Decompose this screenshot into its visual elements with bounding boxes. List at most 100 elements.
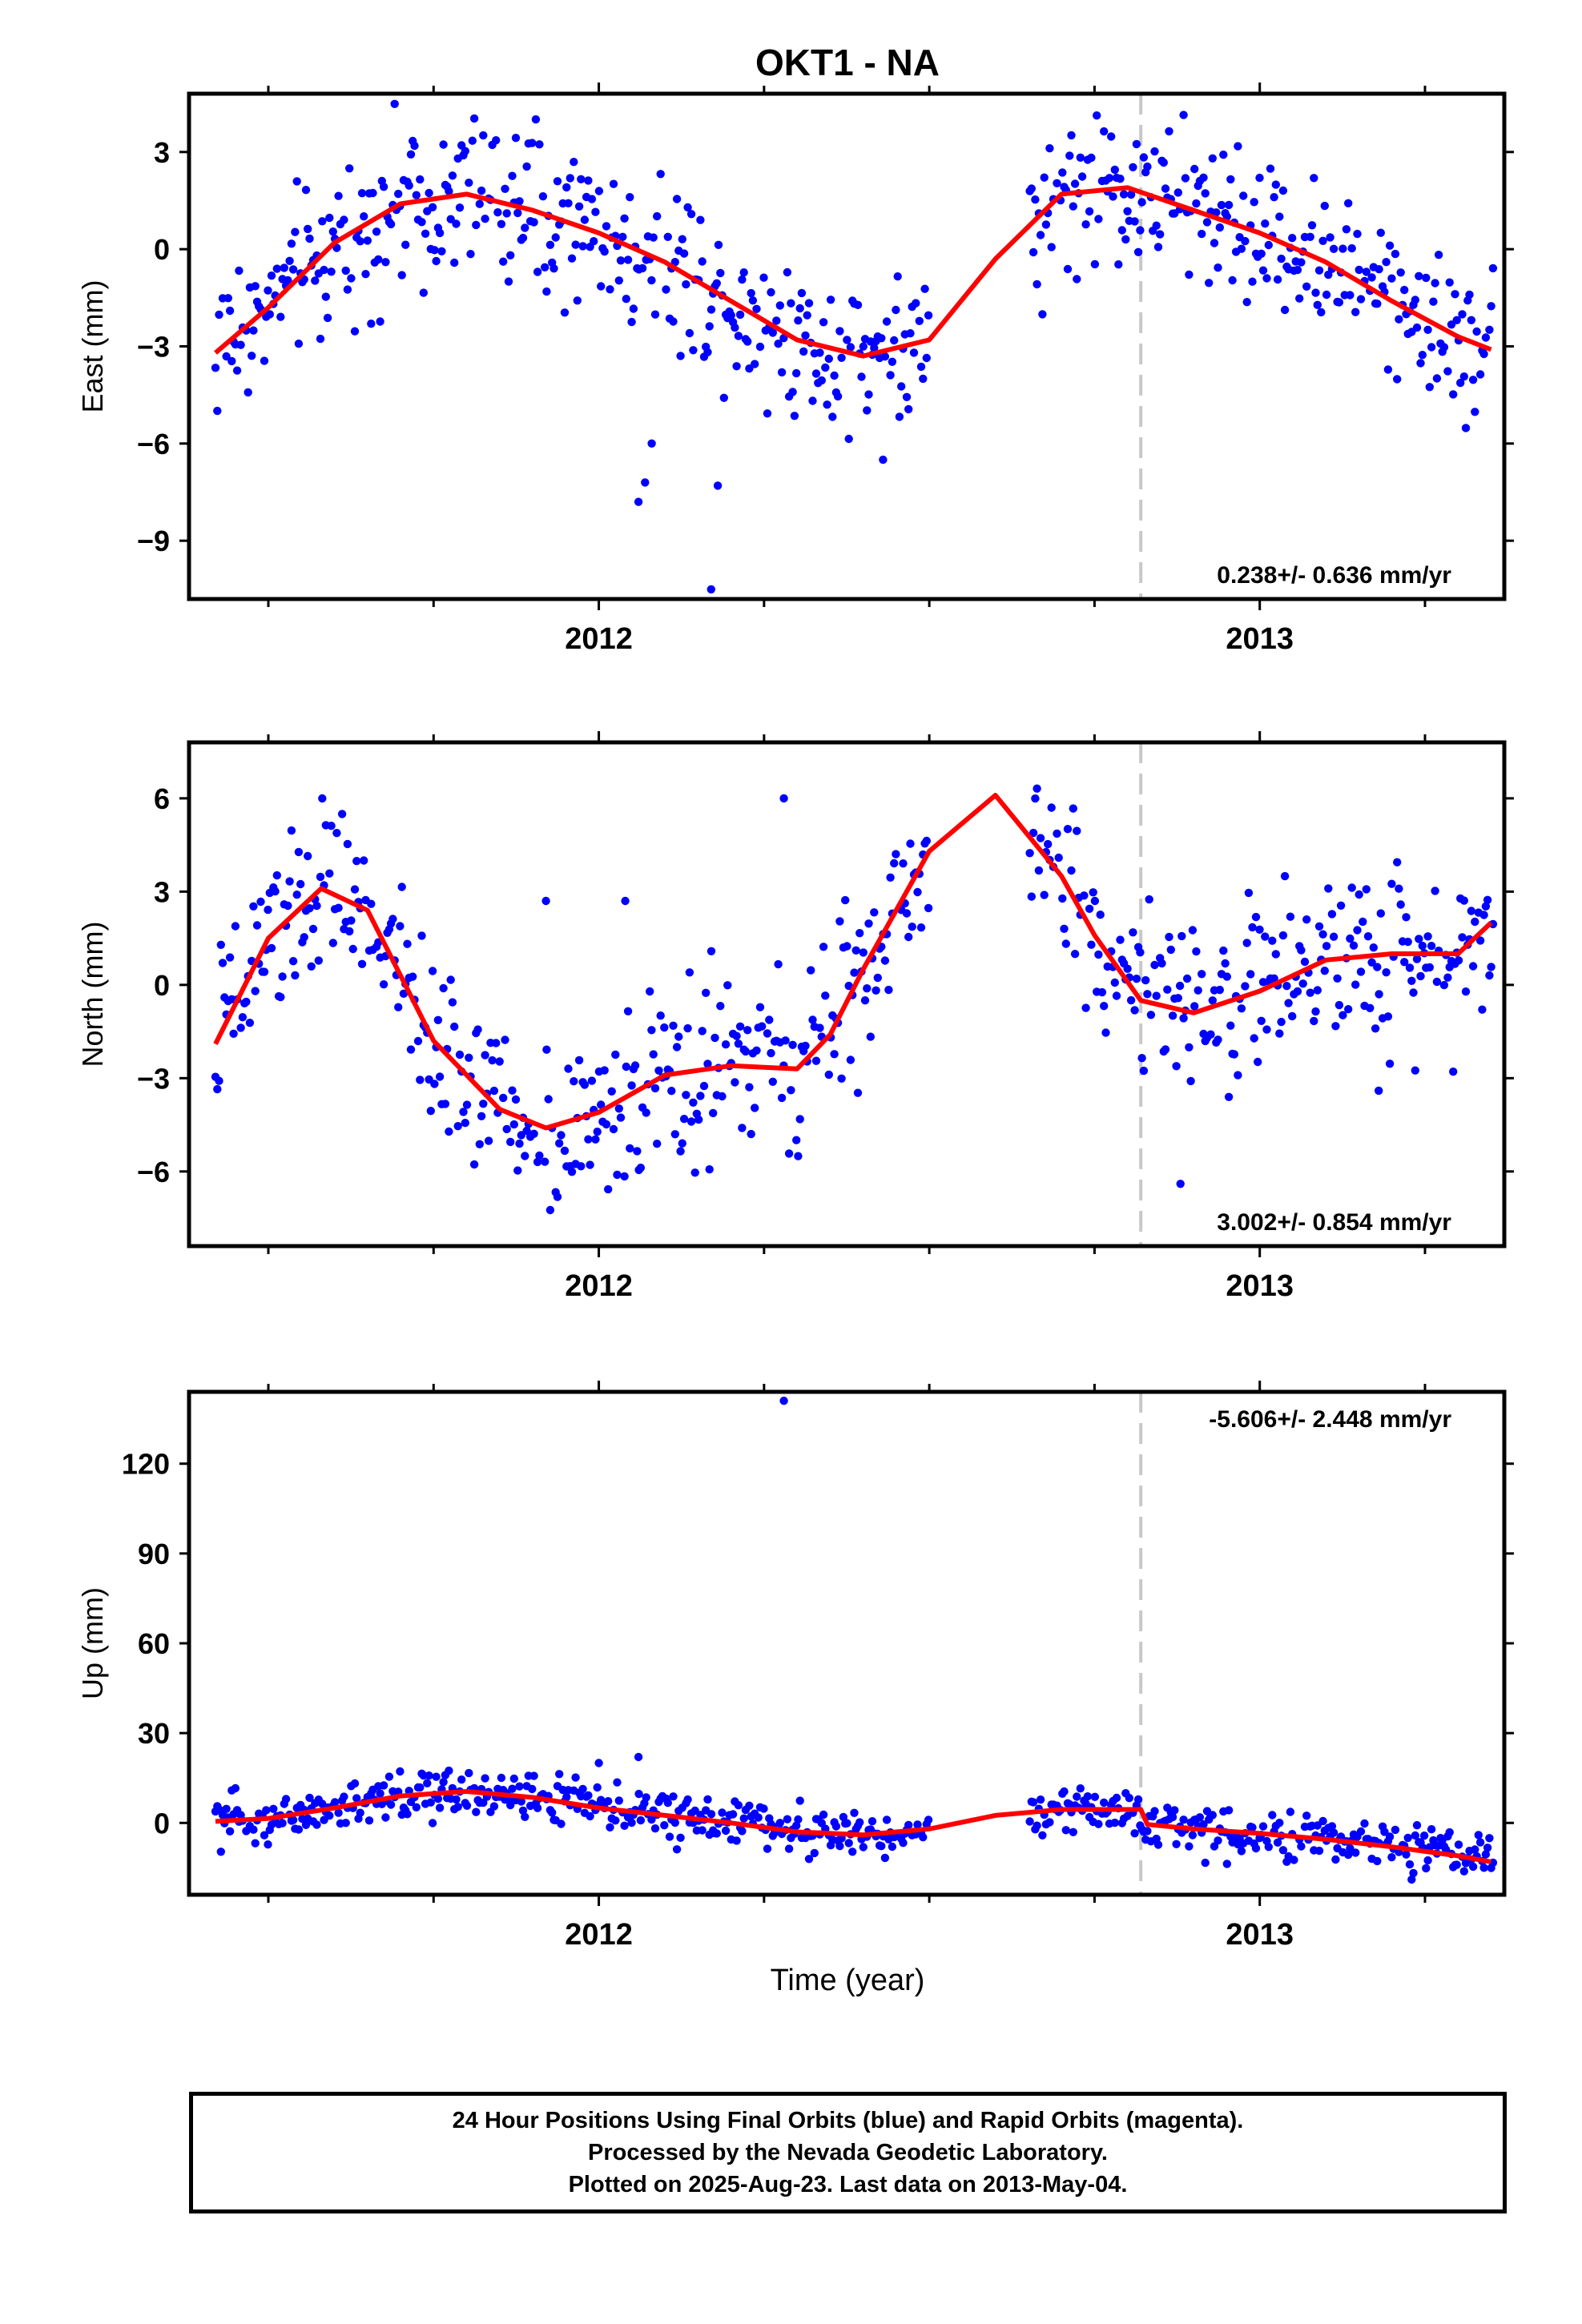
data-point [292, 177, 301, 186]
data-point [1153, 1840, 1163, 1849]
data-point [1322, 942, 1331, 951]
data-point [863, 406, 872, 415]
data-point [492, 136, 501, 145]
data-point [1412, 323, 1422, 332]
data-point [1275, 1029, 1284, 1038]
data-point [1286, 912, 1295, 921]
data-point [731, 1078, 739, 1087]
footer-box: 24 Hour Positions Using Final Orbits (bl… [189, 2092, 1507, 2213]
data-point [1206, 1030, 1215, 1039]
data-point [394, 189, 403, 199]
data-point [225, 1827, 235, 1835]
data-point [908, 923, 916, 931]
data-point [262, 1806, 271, 1815]
data-point [1117, 226, 1127, 235]
data-point [1202, 218, 1212, 227]
data-point [1373, 300, 1382, 308]
data-point [412, 191, 421, 199]
data-point [1179, 1014, 1188, 1023]
data-point [683, 1023, 692, 1033]
data-point [642, 1108, 650, 1117]
data-point [312, 1820, 321, 1829]
data-point [913, 887, 922, 897]
data-point [696, 1092, 705, 1100]
data-point [1349, 941, 1359, 950]
data-point [1445, 278, 1454, 287]
data-point [1376, 228, 1386, 237]
data-point [1310, 1016, 1318, 1026]
data-point [1060, 1787, 1069, 1796]
data-point [1318, 930, 1327, 939]
data-point [880, 1853, 890, 1863]
data-point [1481, 902, 1491, 911]
data-point [1107, 132, 1116, 141]
data-point [916, 362, 926, 372]
data-point [662, 285, 670, 294]
data-point [251, 1839, 260, 1848]
data-point [1045, 1818, 1054, 1827]
data-point [835, 917, 844, 926]
data-point [272, 870, 281, 880]
data-point [850, 968, 859, 977]
data-point [627, 317, 636, 327]
data-point [747, 288, 755, 298]
data-point [792, 1136, 801, 1144]
data-point [242, 997, 251, 1007]
data-point [1033, 784, 1041, 793]
data-point [1034, 866, 1044, 875]
data-point [672, 1845, 682, 1854]
data-point [1411, 1831, 1420, 1840]
data-point [649, 233, 658, 242]
data-point [1076, 1784, 1085, 1793]
data-point [469, 114, 479, 123]
data-point [508, 1086, 517, 1095]
data-point [1344, 1005, 1353, 1014]
data-point [267, 271, 276, 280]
x-axis-label: Time (year) [771, 1964, 925, 1997]
data-point [712, 279, 721, 287]
data-point [1157, 959, 1166, 968]
data-point [1208, 154, 1218, 163]
data-point [533, 1157, 542, 1167]
data-point [416, 1076, 425, 1084]
data-point [913, 1820, 922, 1829]
data-point [663, 1799, 672, 1807]
data-point [566, 174, 574, 183]
data-point [531, 115, 541, 124]
data-point [638, 263, 647, 273]
data-point [915, 316, 924, 325]
data-point [215, 310, 223, 320]
data-point [560, 1146, 570, 1156]
data-point [1215, 985, 1225, 995]
data-point [1261, 932, 1270, 941]
data-point [1362, 885, 1371, 894]
data-point [318, 217, 327, 226]
data-point [222, 352, 231, 361]
data-point [734, 1039, 743, 1048]
data-point [1273, 275, 1282, 284]
data-point [924, 903, 933, 913]
data-point [225, 953, 235, 962]
data-point [1375, 990, 1383, 999]
data-point [1302, 915, 1311, 924]
data-point [287, 826, 296, 835]
data-point [1314, 922, 1324, 931]
data-point [513, 1166, 522, 1175]
data-point [1029, 828, 1038, 838]
data-point [897, 382, 906, 391]
data-point [446, 975, 455, 984]
data-point [803, 311, 811, 320]
data-point [435, 228, 445, 238]
data-point [1133, 1795, 1143, 1804]
data-point [752, 1046, 761, 1055]
data-point [732, 362, 741, 371]
y-tick-label: −9 [137, 525, 170, 557]
data-point [405, 181, 413, 190]
data-point [1336, 901, 1346, 911]
data-point [890, 858, 899, 868]
data-point [614, 1796, 623, 1805]
data-point [886, 873, 895, 883]
data-point [1097, 987, 1107, 997]
data-point [689, 346, 698, 355]
data-point [1355, 890, 1363, 899]
